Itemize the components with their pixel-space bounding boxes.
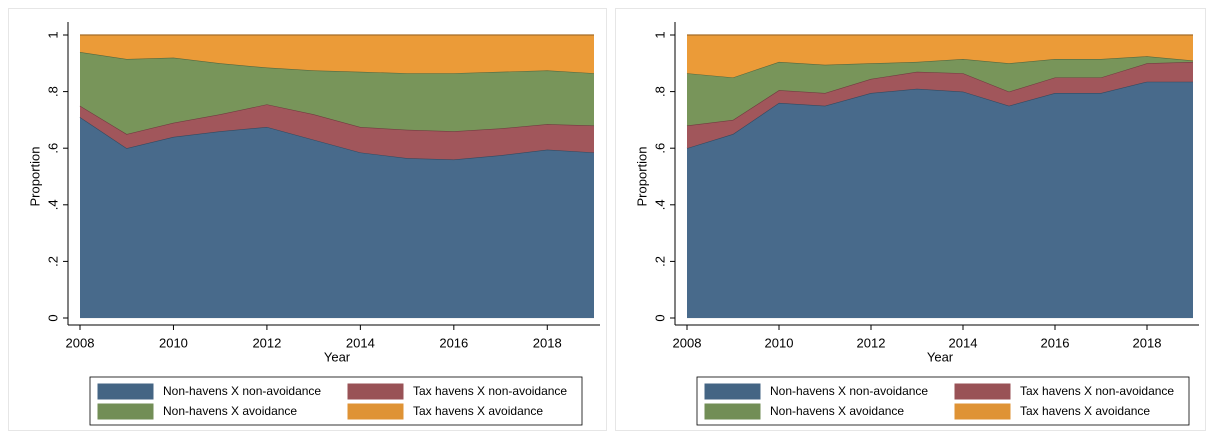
area	[80, 117, 594, 318]
area	[687, 61, 1193, 149]
y-tick-label: 0	[652, 314, 667, 321]
y-tick-label: .4	[45, 199, 60, 210]
legend-label: Tax havens X avoidance	[413, 404, 543, 418]
y-tick-label: .8	[652, 86, 667, 97]
legend-label: Non-havens X avoidance	[163, 404, 297, 418]
legend-box	[696, 376, 1190, 426]
legend-key	[704, 403, 761, 420]
x-tick-label: 2012	[857, 335, 886, 350]
y-tick-label: .6	[45, 143, 60, 154]
x-axis-title: Year	[927, 349, 954, 364]
legend-key	[347, 403, 404, 420]
x-tick-label: 2014	[949, 335, 978, 350]
x-tick-label: 2010	[765, 335, 794, 350]
legend-key	[97, 383, 154, 400]
x-tick-label: 2016	[439, 335, 468, 350]
legend-label: Non-havens X non-avoidance	[770, 384, 928, 398]
legend-label: Tax havens X non-avoidance	[1020, 384, 1174, 398]
x-tick-label: 2014	[346, 335, 375, 350]
y-tick-label: .4	[652, 199, 667, 210]
legend-label: Non-havens X non-avoidance	[163, 384, 321, 398]
y-tick-label: 1	[45, 31, 60, 38]
legend-key	[347, 383, 404, 400]
y-axis-title: Proportion	[634, 147, 649, 207]
area	[687, 35, 1193, 78]
x-axis-title: Year	[324, 349, 351, 364]
area	[80, 51, 594, 135]
legend-key	[954, 403, 1011, 420]
x-tick-label: 2012	[252, 335, 281, 350]
x-tick-label: 2008	[673, 335, 702, 350]
y-tick-label: .8	[45, 86, 60, 97]
x-tick-label: 2016	[1041, 335, 1070, 350]
area	[80, 35, 594, 74]
y-axis-title: Proportion	[27, 147, 42, 207]
x-tick-label: 2008	[66, 335, 95, 350]
legend-label: Tax havens X avoidance	[1020, 404, 1150, 418]
area	[687, 56, 1193, 126]
area	[80, 104, 594, 160]
legend-label: Non-havens X avoidance	[770, 404, 904, 418]
x-tick-label: 2010	[159, 335, 188, 350]
x-tick-label: 2018	[533, 335, 562, 350]
area	[687, 81, 1193, 318]
y-tick-label: 0	[45, 314, 60, 321]
y-tick-label: 1	[652, 31, 667, 38]
x-tick-label: 2018	[1133, 335, 1162, 350]
y-tick-label: .2	[652, 256, 667, 267]
legend-box	[89, 376, 583, 426]
legend-key	[97, 403, 154, 420]
legend-key	[704, 383, 761, 400]
y-tick-label: .6	[652, 143, 667, 154]
legend-key	[954, 383, 1011, 400]
y-tick-label: .2	[45, 256, 60, 267]
legend-label: Tax havens X non-avoidance	[413, 384, 567, 398]
